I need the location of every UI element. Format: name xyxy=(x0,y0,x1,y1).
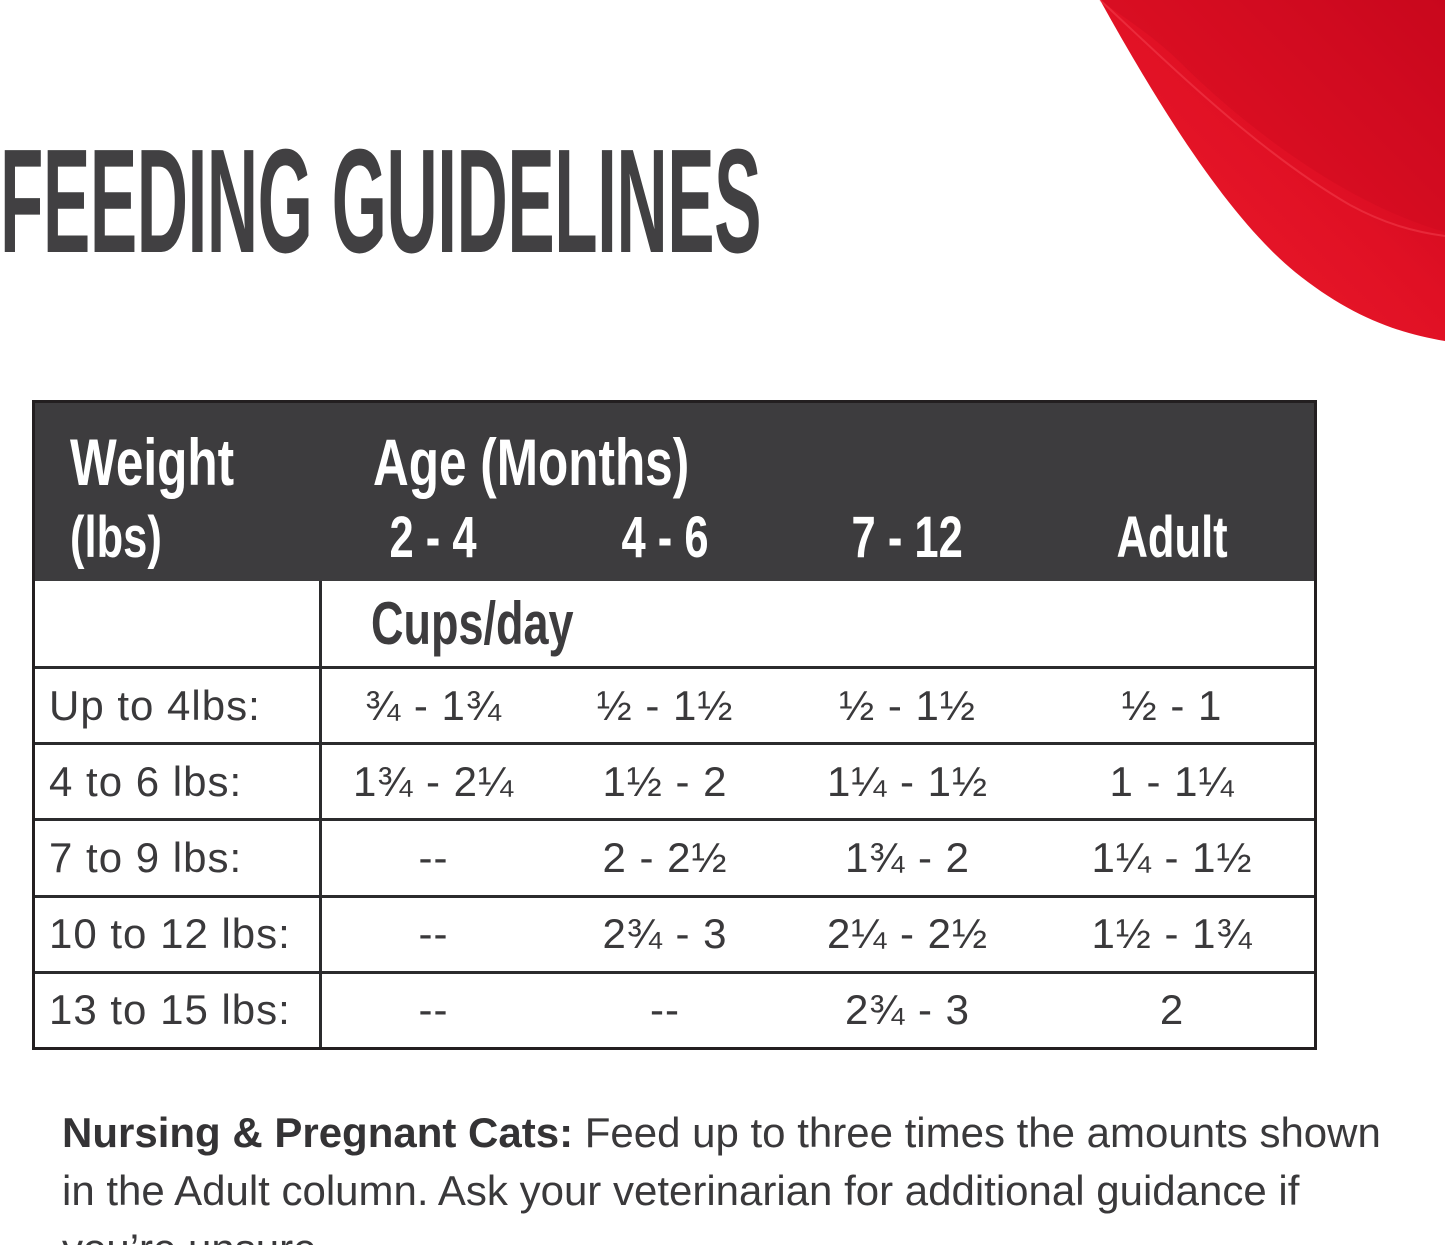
row-weight-label: 4 to 6 lbs: xyxy=(35,745,322,819)
row-value: ¾ - 1¾ xyxy=(365,681,502,729)
row-value: 1½ - 2 xyxy=(602,757,728,805)
footnote: Nursing & Pregnant Cats: Feed up to thre… xyxy=(62,1104,1392,1245)
header-age-7-12: 7 - 12 xyxy=(851,505,964,570)
row-value: 1¼ - 1½ xyxy=(1091,834,1253,881)
red-swoosh-graphic xyxy=(1099,0,1445,341)
table-row: 10 to 12 lbs: -- 2¾ - 3 2¼ - 2½ 1½ - 1¾ xyxy=(35,894,1314,971)
units-label: Cups/day xyxy=(371,589,574,657)
header-weight-unit: (lbs) xyxy=(70,505,162,570)
row-value: -- xyxy=(650,986,680,1034)
table-row: 7 to 9 lbs: -- 2 - 2½ 1¾ - 2 1¼ - 1½ xyxy=(35,818,1314,895)
header-age-months: Age (Months) xyxy=(373,425,690,499)
header-age-2-4: 2 - 4 xyxy=(389,505,478,570)
row-value: -- xyxy=(418,910,449,958)
row-value: ½ - 1½ xyxy=(596,681,734,729)
row-weight-label: 10 to 12 lbs: xyxy=(35,897,322,971)
table-header: Weight Age (Months) (lbs) 2 - 4 4 - 6 7 … xyxy=(35,403,1314,581)
row-value: 1¼ - 1½ xyxy=(826,757,989,805)
table-row: 4 to 6 lbs: 1¾ - 2¼ 1½ - 2 1¼ - 1½ 1 - 1… xyxy=(35,742,1314,819)
row-value: 2 - 2½ xyxy=(602,834,728,881)
row-value: 2¾ - 3 xyxy=(844,986,971,1034)
row-weight-label: 13 to 15 lbs: xyxy=(35,973,322,1048)
row-weight-label: 7 to 9 lbs: xyxy=(35,821,322,895)
row-value: 1¾ - 2¼ xyxy=(352,757,515,805)
row-value: 1½ - 1¾ xyxy=(1091,910,1253,958)
row-weight-label: Up to 4lbs: xyxy=(35,669,322,743)
row-value: -- xyxy=(418,834,449,881)
footnote-bold: Nursing & Pregnant Cats: xyxy=(62,1109,574,1156)
header-age-adult: Adult xyxy=(1116,505,1228,570)
row-value: 2 xyxy=(1159,986,1185,1034)
table-row: Up to 4lbs: ¾ - 1¾ ½ - 1½ ½ - 1½ ½ - 1 xyxy=(35,666,1314,743)
header-age-4-6: 4 - 6 xyxy=(621,505,709,570)
row-value: -- xyxy=(418,986,449,1034)
units-row-spacer xyxy=(35,581,322,666)
table-row: 13 to 15 lbs: -- -- 2¾ - 3 2 xyxy=(35,970,1314,1048)
header-age-columns: 2 - 4 4 - 6 7 - 12 Adult xyxy=(322,495,1314,581)
row-value: ½ - 1½ xyxy=(839,681,976,729)
row-value: 1¾ - 2 xyxy=(844,834,971,881)
page-title: FEEDING GUIDELINES xyxy=(0,128,1445,276)
row-value: 2¼ - 2½ xyxy=(826,910,989,958)
header-weight: Weight xyxy=(70,425,235,499)
row-value: 1 - 1¼ xyxy=(1109,757,1235,805)
row-value: ½ - 1 xyxy=(1121,681,1223,729)
feeding-table: Weight Age (Months) (lbs) 2 - 4 4 - 6 7 … xyxy=(32,400,1317,1050)
units-row: Cups/day xyxy=(35,581,1314,666)
footnote-text: Feed up to three times the amounts shown… xyxy=(62,1109,1381,1245)
row-value: 2¾ - 3 xyxy=(602,910,728,958)
page-title-text: FEEDING GUIDELINES xyxy=(0,119,762,284)
